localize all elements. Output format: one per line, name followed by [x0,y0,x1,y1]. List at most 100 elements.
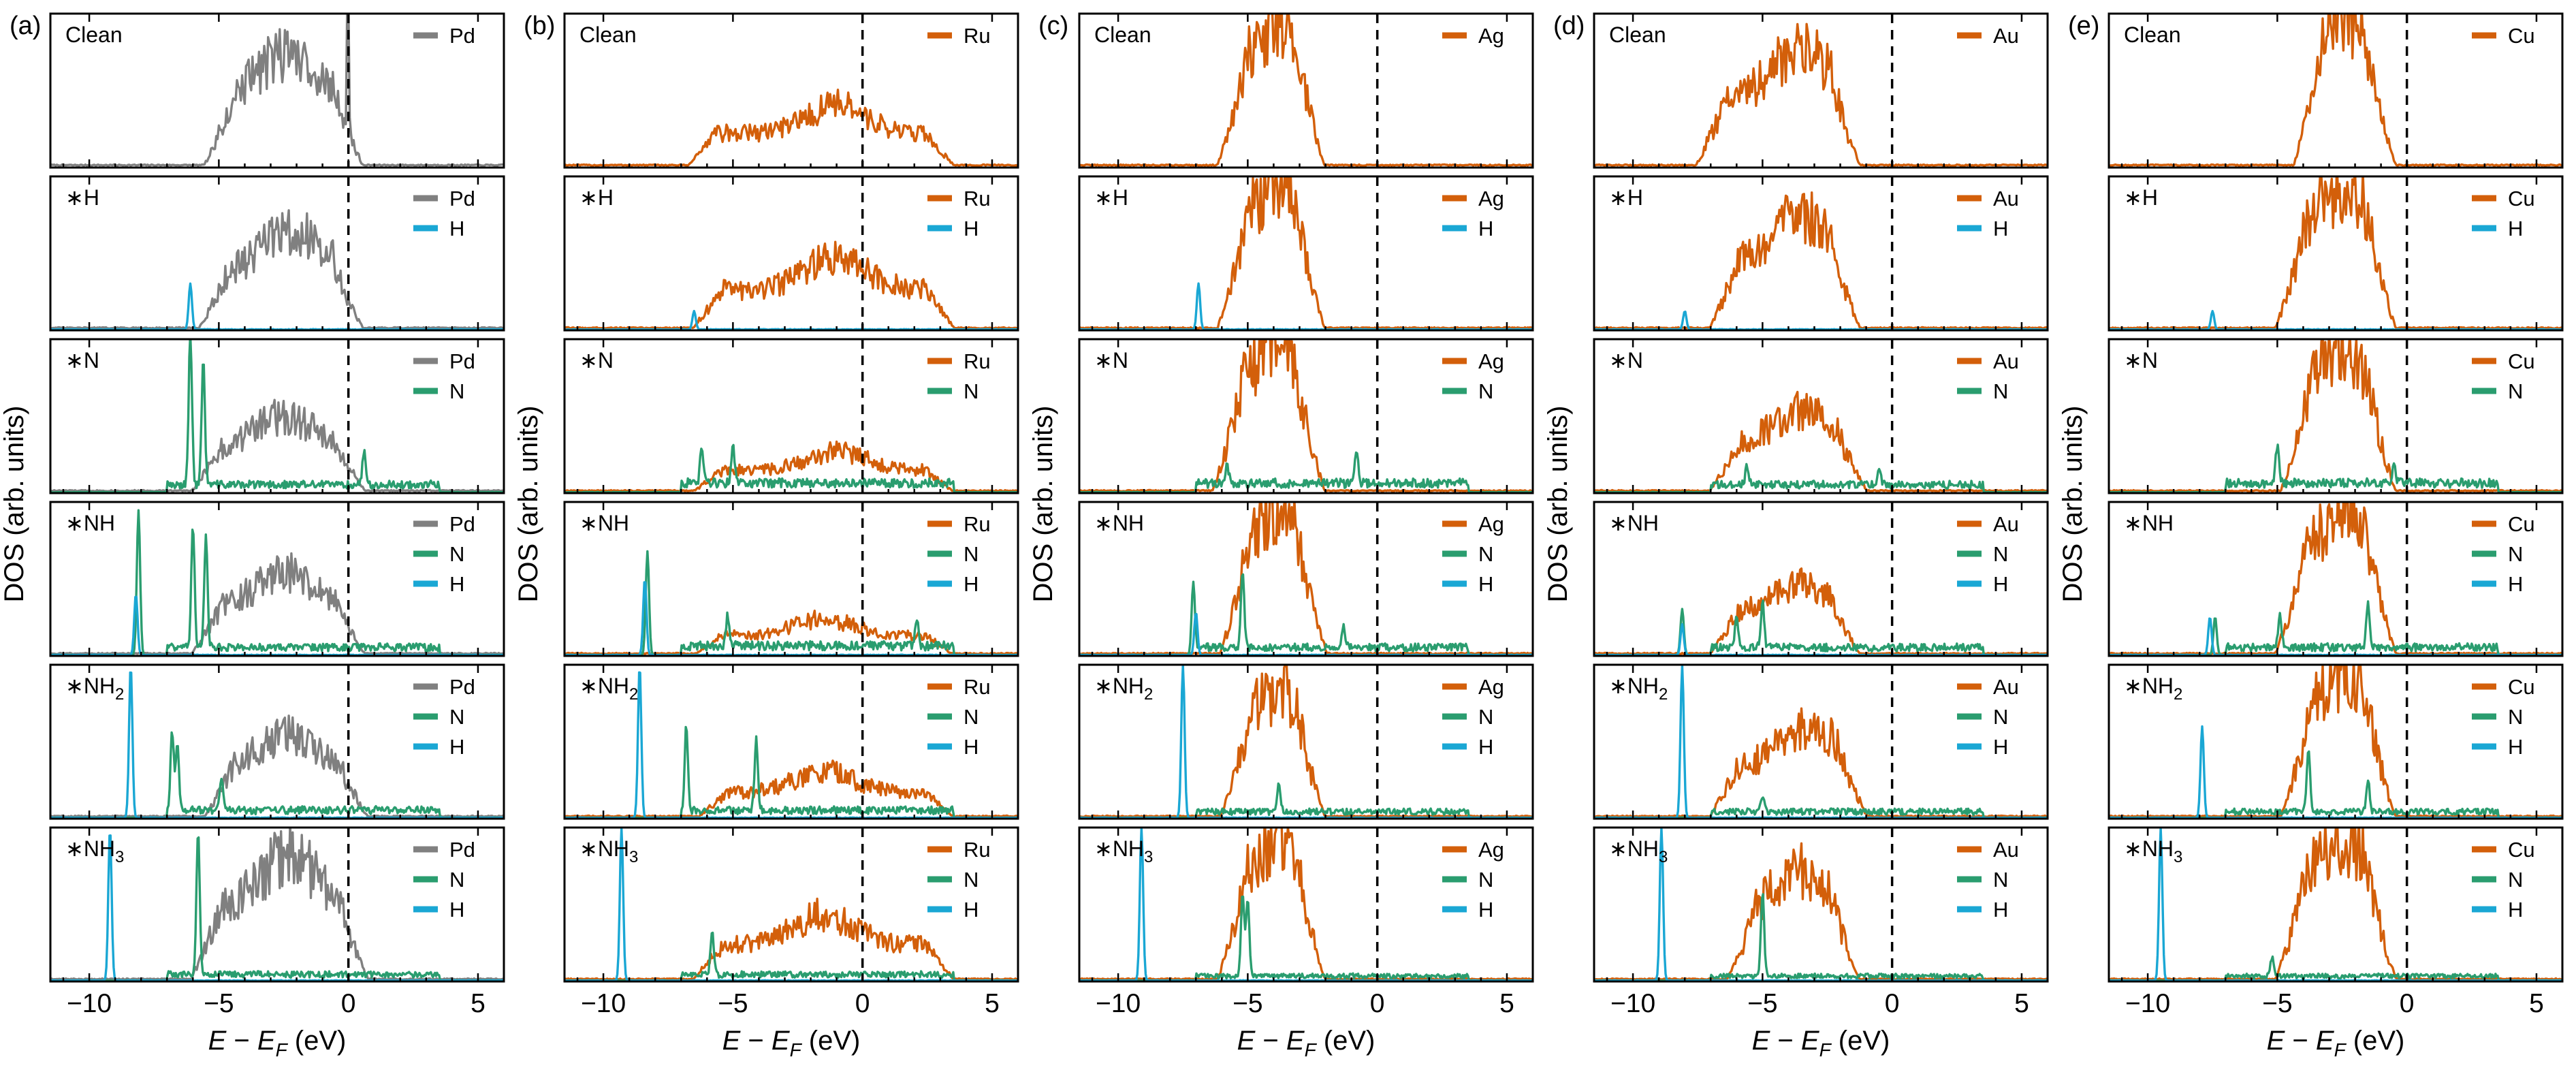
adsorbate-label: ∗NH3 [65,836,124,866]
adsorbate-name: H [84,185,99,210]
adsorbate-star: ∗ [65,836,84,861]
panel-frame [1593,338,2049,494]
adsorbate-star: ∗ [1609,836,1627,861]
dos-curve-pd [50,714,504,819]
adsorbate-label: ∗N [65,348,99,373]
y-axis-label: DOS (arb. units) [1028,406,1058,603]
legend-label: N [1993,705,2008,729]
legend-label: N [1478,542,1493,566]
x-axis-label-part: − [1770,1026,1801,1056]
panel-frame [1593,826,2049,983]
x-tick-label: 0 [2400,989,2415,1018]
plot-area [2109,502,2562,656]
dos-panel-ru-1: ∗H RuH [563,175,1019,332]
adsorbate-name: NH [2142,836,2174,861]
dos-panel-ag-2: ∗N AgN [1078,338,1534,494]
x-axis-label-part: E [772,1026,791,1056]
panel-frame [563,175,1019,332]
adsorbate-label: ∗NH2 [2124,674,2182,704]
adsorbate-label: ∗H [1609,185,1643,210]
dos-panel-ru-2: ∗N RuN [563,338,1019,494]
panel-frame [563,663,1019,820]
legend-label: N [964,542,979,566]
plot-area [50,339,504,493]
x-tick-label: −5 [204,989,234,1018]
legend: Au N [1957,349,2019,403]
dos-curve-cu [2109,828,2562,981]
dos-curve-ru [565,240,1018,330]
x-tick-label: −10 [1096,989,1141,1018]
legend-label: Cu [2508,24,2535,48]
dos-curve-n [1594,599,2048,656]
adsorbate-label: ∗NH3 [579,836,638,866]
panel-frame [2108,826,2564,983]
dos-curve-n [50,339,504,493]
adsorbate-name: NH [598,836,629,861]
dos-panel-ag-0: Clean Ag (c) [1038,12,1534,169]
dos-panel-au-2: ∗N AuN [1593,338,2049,494]
legend-label: Pd [449,187,475,210]
plot-area [1594,390,2048,493]
legend-label: N [964,868,979,892]
x-tick-label: 0 [1885,989,1900,1018]
legend-label: Cu [2508,675,2535,699]
legend-label: H [1993,217,2008,240]
dos-curve-n [2109,955,2562,981]
plot-area [565,440,1018,493]
adsorbate-name: NH [1627,836,1659,861]
x-tick-label: 5 [2014,989,2029,1018]
panel-frame [563,501,1019,657]
legend: Cu H [2472,187,2535,240]
dos-curve-cu [2109,502,2562,655]
legend: Pd [413,24,475,48]
panel-frame [563,826,1019,983]
x-axis-label: E − EF (eV) [208,1026,347,1060]
x-tick-label: 0 [855,989,870,1018]
panel-frame [49,501,505,657]
adsorbate-name: Clean [1609,22,1666,47]
adsorbate-name: N [598,348,614,373]
dos-panel-cu-2: ∗N CuN [2108,338,2564,494]
dos-panel-pd-0: Clean Pd (a) [10,12,505,169]
legend: Ag NH [1442,838,1504,922]
x-axis-label: E − EF (eV) [2267,1026,2405,1060]
dos-curve-n [2109,443,2562,493]
adsorbate-label: ∗NH [65,511,115,535]
dos-curve-au [1594,22,2048,168]
dos-curve-au [1594,390,2048,492]
dos-curve-pd [50,14,504,168]
adsorbate-subscript: 3 [629,848,638,866]
panel-frame [2108,175,2564,332]
adsorbate-label: ∗N [2124,348,2158,373]
adsorbate-name: N [1627,348,1643,373]
panel-frame [563,338,1019,494]
legend-label: Cu [2508,512,2535,536]
panel-frame [1593,12,2049,169]
adsorbate-label: Clean [1609,22,1666,47]
adsorbate-name: NH [84,836,115,861]
plot-area [1594,191,2048,330]
x-axis-label-part: − [1255,1026,1286,1056]
legend: Pd H [413,187,475,240]
adsorbate-star: ∗ [1609,674,1627,698]
adsorbate-star: ∗ [1094,836,1113,861]
panel-frame [2108,663,2564,820]
adsorbate-subscript: 2 [2174,685,2182,704]
legend-label: Ru [964,349,991,373]
adsorbate-name: NH [598,511,629,535]
x-tick-label: 5 [2529,989,2544,1018]
legend-label: H [449,898,464,922]
dos-curve-n [565,550,1018,656]
adsorbate-subscript: 3 [1659,848,1668,866]
adsorbate-subscript: 2 [1659,685,1668,704]
dos-panel-pd-1: ∗H PdH [49,175,505,332]
x-axis-label-part: E [1752,1026,1771,1056]
legend: Au NH [1957,838,2019,922]
legend: Au NH [1957,675,2019,759]
plot-area [1079,828,1533,981]
dos-curve-au [1594,707,2048,819]
panel-frame [1078,12,1534,169]
panel-frame [49,338,505,494]
